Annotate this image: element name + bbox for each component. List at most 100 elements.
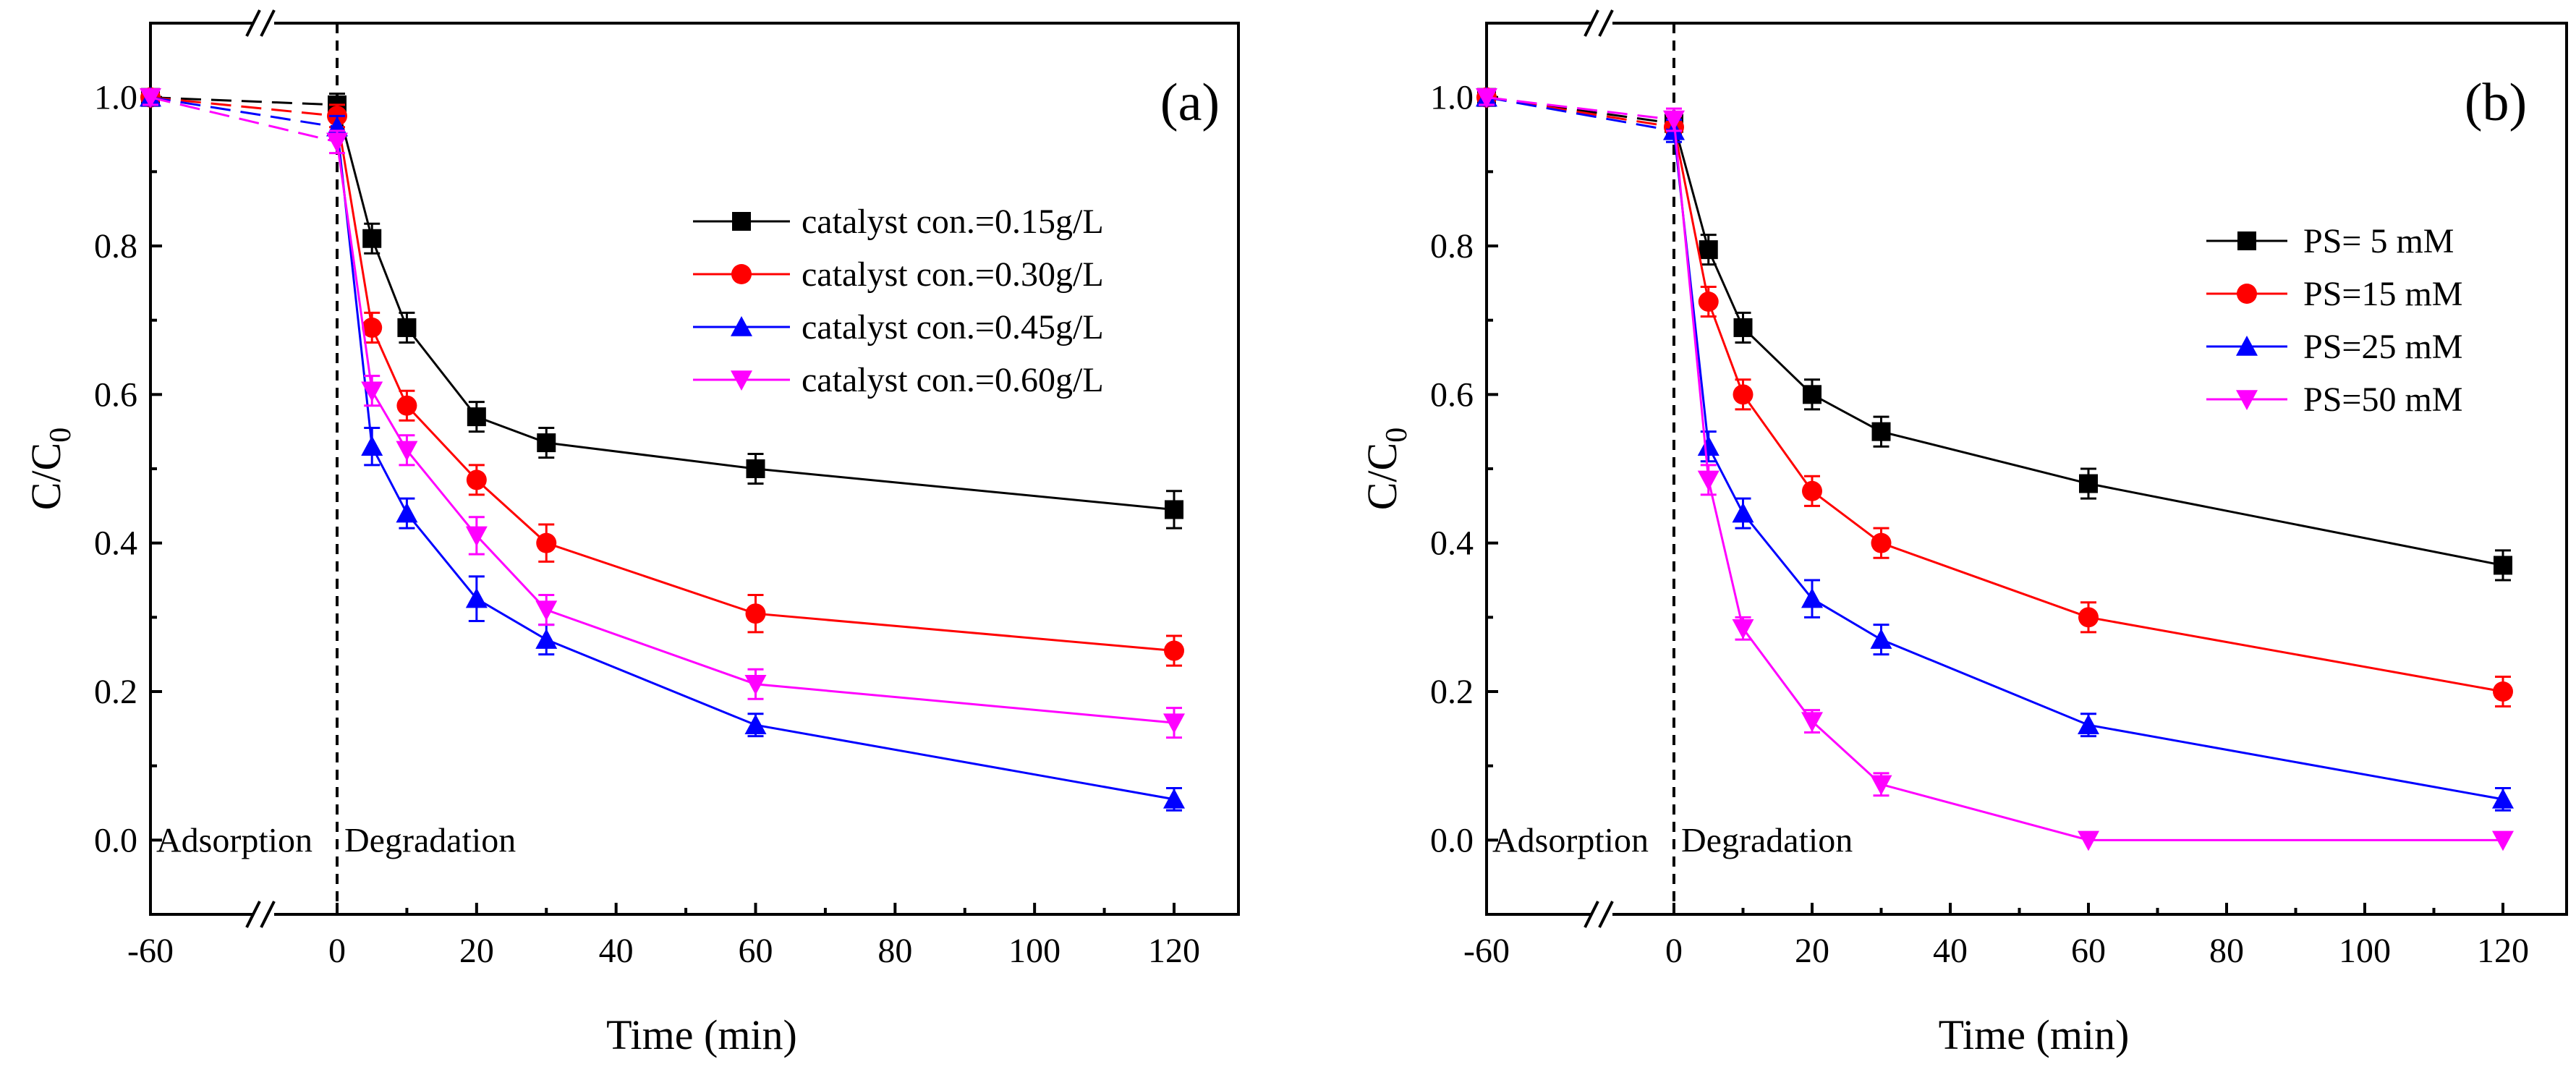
- data-point: [1870, 629, 1892, 649]
- y-axis-title: C/C0: [1359, 428, 1414, 511]
- legend-label: catalyst con.=0.45g/L: [802, 308, 1104, 347]
- data-point: [1165, 500, 1183, 519]
- x-axis-title: Time (min): [1939, 1011, 2130, 1058]
- y-axis-title-main: C/C: [1359, 443, 1406, 511]
- chart-panel-b: 0.0 0.2 0.4 0.6 0.8 1.0 -60 0 20 40 60 80 100 120 Time…: [1359, 9, 2568, 1058]
- axis-break-top: [245, 9, 276, 37]
- data-point: [467, 407, 486, 427]
- axis-break-slash: [245, 9, 261, 37]
- x-tick-label: 0: [1665, 932, 1683, 970]
- y-tick-label: 0.2: [94, 673, 137, 711]
- data-point: [1164, 640, 1184, 661]
- legend-label: PS= 5 mM: [2303, 222, 2454, 260]
- x-tick-label: -60: [127, 932, 174, 970]
- series-line-adsorption: [150, 96, 338, 117]
- data-point: [536, 532, 557, 553]
- data-point: [361, 435, 383, 456]
- series-line-adsorption: [1486, 96, 1675, 121]
- x-tick-label: 100: [1008, 932, 1060, 970]
- legend-item-3: PS=25 mM: [2206, 328, 2462, 366]
- data-point: [744, 714, 767, 734]
- data-point: [537, 433, 556, 453]
- series-4: [1476, 88, 2514, 851]
- x-tick-label: 40: [1933, 932, 1968, 970]
- series-line-adsorption: [150, 96, 338, 106]
- data-point: [1803, 385, 1822, 404]
- data-point: [1697, 435, 1720, 456]
- axis-break-slash: [1598, 901, 1614, 928]
- data-point: [326, 132, 348, 153]
- data-point: [1733, 318, 1753, 337]
- series-line: [336, 104, 1175, 511]
- series-line-adsorption: [150, 96, 338, 143]
- legend-marker: [2236, 390, 2258, 410]
- data-point: [1699, 240, 1718, 260]
- x-tick-label: 40: [599, 932, 634, 970]
- data-point: [362, 317, 383, 338]
- x-tick-label: 0: [328, 932, 346, 970]
- series-3: [1476, 86, 2514, 812]
- x-tick-label: 60: [739, 932, 773, 970]
- data-point: [1733, 384, 1754, 405]
- y-axis-title-main: C/C: [22, 443, 69, 511]
- legend-marker: [731, 316, 752, 336]
- legend-marker: [2237, 284, 2257, 304]
- data-point: [465, 526, 488, 547]
- legend-item-4: PS=50 mM: [2206, 381, 2462, 419]
- series-line-adsorption: [1486, 96, 1675, 125]
- data-point: [396, 395, 417, 416]
- x-tick-label: 20: [1795, 932, 1829, 970]
- axis-break-bottom: [1584, 901, 1614, 928]
- y-axis-title-subscript: 0: [44, 428, 77, 443]
- data-point: [1871, 532, 1892, 553]
- data-point: [1476, 88, 1497, 109]
- data-point: [2492, 788, 2514, 809]
- data-point: [1163, 713, 1185, 734]
- series-3: [140, 86, 1185, 812]
- y-tick-label: 0.6: [1430, 375, 1474, 414]
- data-point: [466, 469, 487, 490]
- data-point: [1870, 775, 1892, 796]
- data-point: [1732, 502, 1754, 523]
- legend-label: catalyst con.=0.15g/L: [802, 203, 1104, 241]
- data-point: [746, 459, 765, 478]
- y-tick-label: 0.0: [1430, 821, 1474, 859]
- axis-break-top: [1584, 9, 1614, 37]
- y-tick-label: 0.8: [94, 227, 137, 265]
- y-axis-title-subscript: 0: [1380, 428, 1414, 443]
- data-point: [1871, 422, 1891, 441]
- y-tick-label: 0.8: [1430, 227, 1474, 265]
- series-line-adsorption: [150, 96, 338, 129]
- chart-panel-a: 0.0 0.2 0.4 0.6 0.8 1.0 -60 0 20 40 60 80 100 120 Time…: [22, 9, 1240, 1058]
- y-tick-label: 1.0: [94, 79, 137, 117]
- legend-item-1: PS= 5 mM: [2206, 222, 2454, 260]
- legend-label: catalyst con.=0.60g/L: [802, 361, 1104, 399]
- legend-item-2: PS=15 mM: [2206, 275, 2462, 313]
- legend-label: PS=15 mM: [2303, 275, 2462, 313]
- x-tick-label: 80: [877, 932, 912, 970]
- axis-break-slash: [260, 9, 276, 37]
- data-point: [140, 88, 161, 109]
- axis-break-slash: [1598, 9, 1614, 37]
- y-tick-label: 1.0: [1430, 79, 1474, 117]
- axis-break-slash: [1584, 9, 1599, 37]
- data-point: [1697, 470, 1720, 491]
- data-point: [2079, 474, 2098, 493]
- data-point: [396, 441, 418, 462]
- axis-break-slash: [260, 901, 276, 928]
- data-point: [535, 629, 558, 649]
- phase-label-adsorption: Adsorption: [1492, 821, 1649, 859]
- data-point: [2494, 556, 2512, 575]
- phase-label-adsorption: Adsorption: [156, 821, 313, 859]
- data-point: [465, 587, 488, 608]
- data-point: [2492, 830, 2514, 851]
- legend-label: PS=25 mM: [2303, 328, 2462, 366]
- data-point: [744, 674, 767, 695]
- x-tick-label: 20: [459, 932, 494, 970]
- series-4: [140, 88, 1185, 739]
- data-point: [2078, 714, 2099, 734]
- x-tick-label: 120: [2477, 932, 2529, 970]
- data-point: [362, 229, 382, 248]
- x-tick-label: 60: [2071, 932, 2106, 970]
